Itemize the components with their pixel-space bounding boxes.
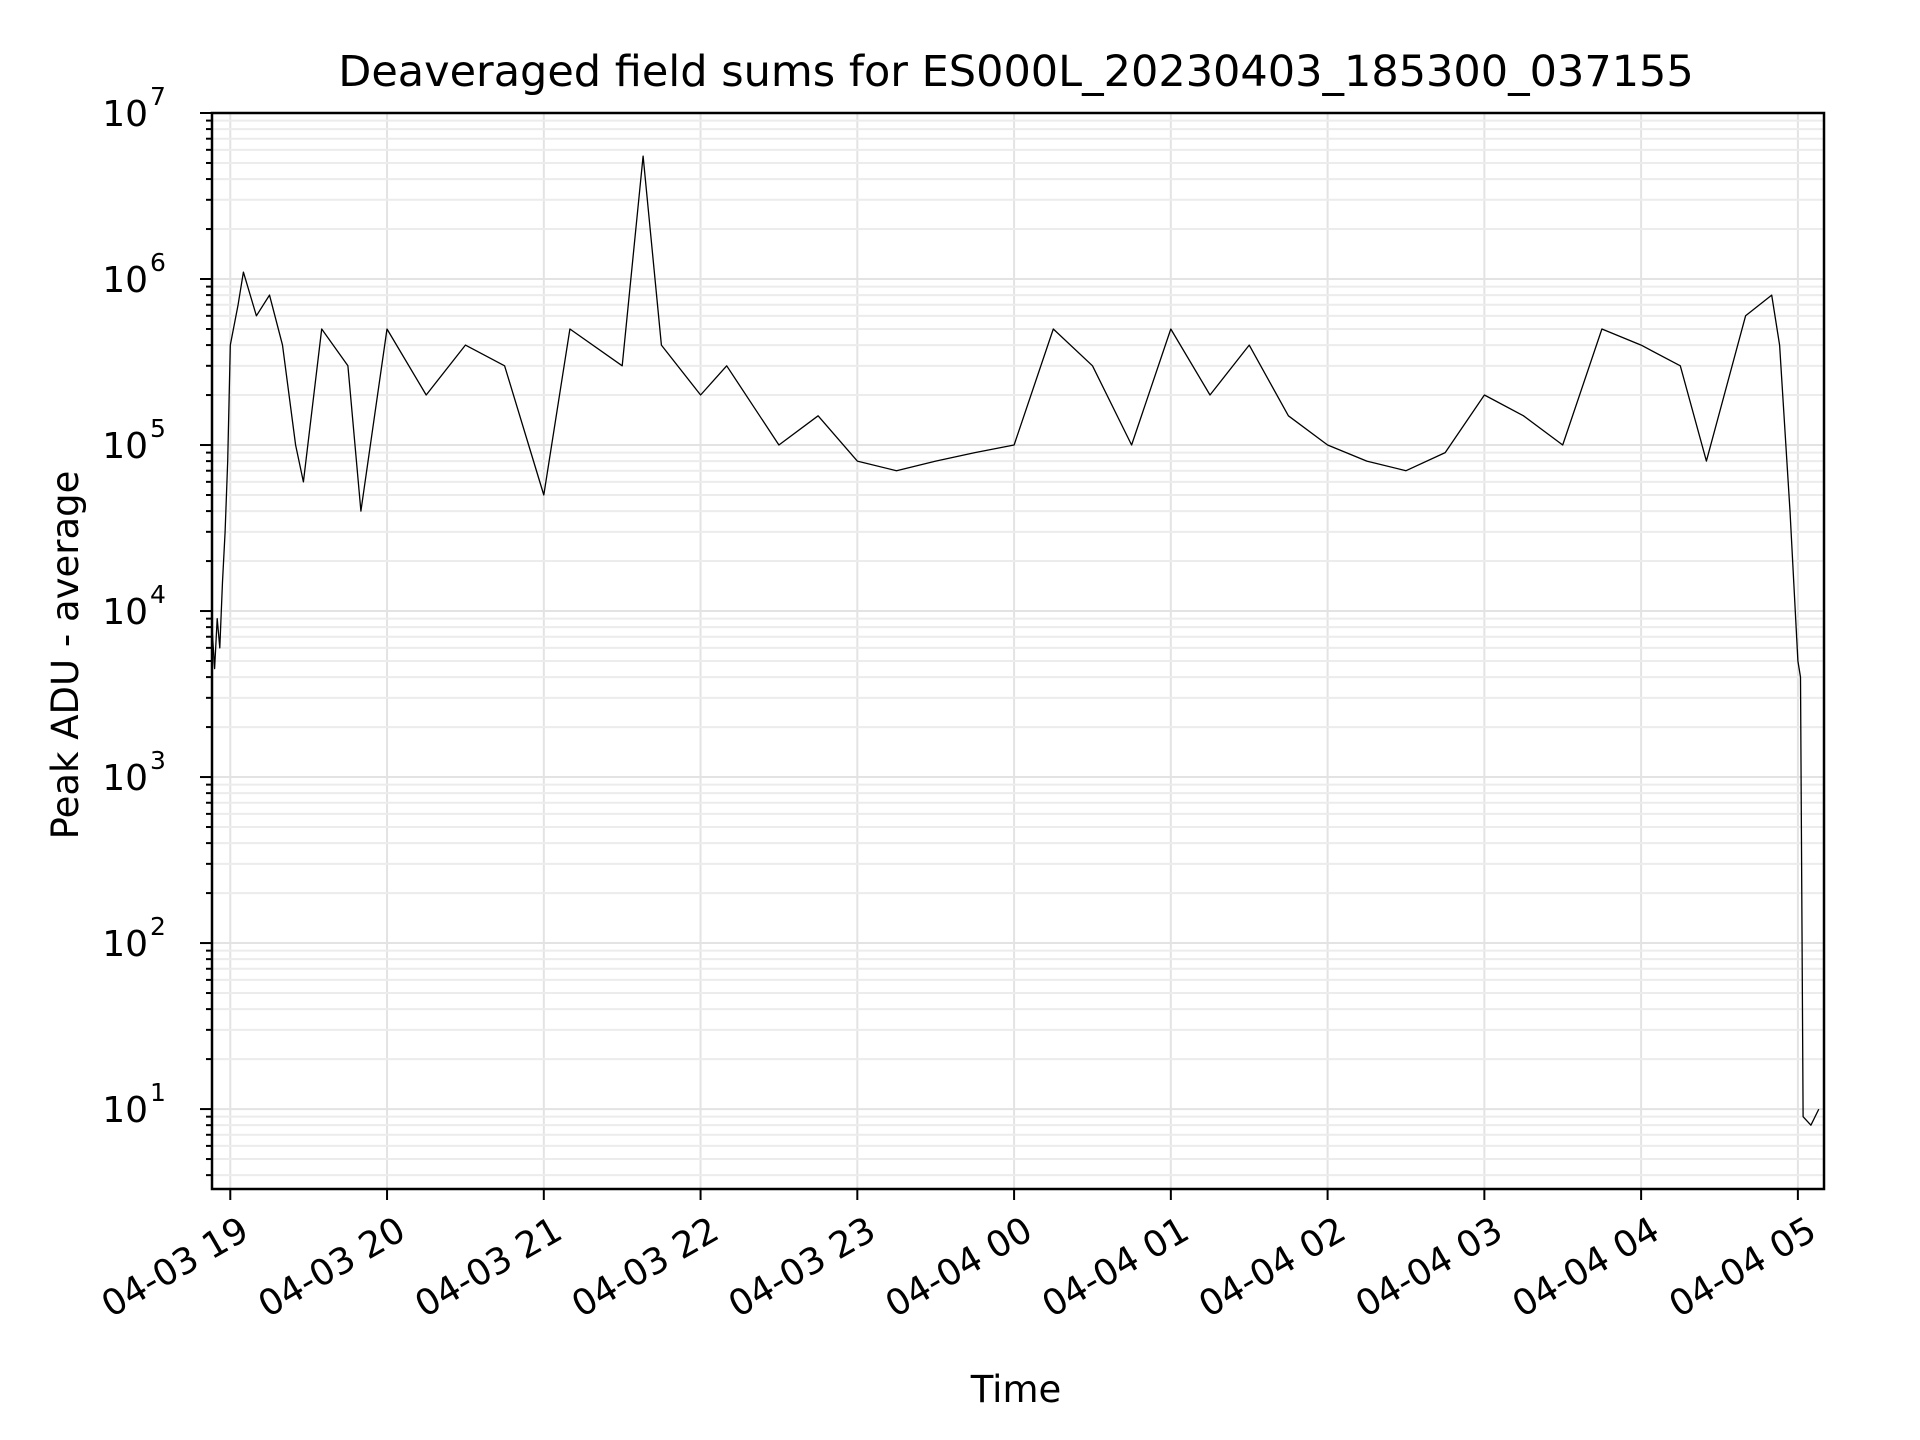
series-layer bbox=[211, 155, 1820, 1126]
y-tick-exponent: 7 bbox=[150, 82, 166, 111]
plot-frame bbox=[210, 111, 1826, 1191]
y-tick-label: 10 6 bbox=[102, 248, 166, 301]
x-tick-label: 04-04 03 bbox=[1349, 1209, 1510, 1325]
y-tick-label: 10 4 bbox=[102, 580, 166, 633]
x-tick-label: 04-03 23 bbox=[722, 1209, 883, 1325]
y-tick-base: 10 bbox=[102, 1090, 148, 1131]
y-tick-base: 10 bbox=[102, 94, 148, 135]
y-tick-base: 10 bbox=[102, 260, 148, 301]
x-tick-label: 04-03 19 bbox=[95, 1209, 256, 1325]
y-tick-exponent: 5 bbox=[150, 414, 166, 443]
y-axis-label: Peak ADU - average bbox=[44, 471, 87, 840]
grid-lines bbox=[212, 112, 1824, 1189]
y-tick-label: 10 7 bbox=[102, 82, 166, 135]
y-tick-label: 10 1 bbox=[102, 1078, 166, 1131]
y-tick-label: 10 5 bbox=[102, 414, 166, 467]
y-tick-exponent: 1 bbox=[150, 1078, 166, 1107]
y-tick-label: 10 2 bbox=[102, 912, 166, 965]
x-tick-label: 04-04 01 bbox=[1035, 1209, 1196, 1325]
y-tick-exponent: 6 bbox=[150, 248, 166, 277]
y-tick-exponent: 3 bbox=[150, 746, 166, 775]
y-tick-base: 10 bbox=[102, 426, 148, 467]
y-tick-base: 10 bbox=[102, 758, 148, 799]
x-tick-label: 04-03 20 bbox=[252, 1209, 413, 1325]
chart-title: Deaveraged field sums for ES000L_2023040… bbox=[338, 47, 1694, 97]
x-tick-label: 04-04 00 bbox=[879, 1209, 1040, 1325]
x-tick-label: 04-03 21 bbox=[408, 1209, 569, 1325]
x-tick-label: 04-04 05 bbox=[1662, 1209, 1823, 1325]
x-tick-label: 04-03 22 bbox=[565, 1209, 726, 1325]
y-tick-exponent: 4 bbox=[150, 580, 166, 609]
x-tick-label: 04-04 04 bbox=[1506, 1209, 1667, 1325]
y-tick-base: 10 bbox=[102, 924, 148, 965]
y-tick-label: 10 3 bbox=[102, 746, 166, 799]
x-axis-label: Time bbox=[970, 1368, 1062, 1411]
series-line bbox=[211, 155, 1820, 1126]
y-tick-exponent: 2 bbox=[150, 912, 166, 941]
y-tick-base: 10 bbox=[102, 592, 148, 633]
x-tick-label: 04-04 02 bbox=[1192, 1209, 1353, 1325]
